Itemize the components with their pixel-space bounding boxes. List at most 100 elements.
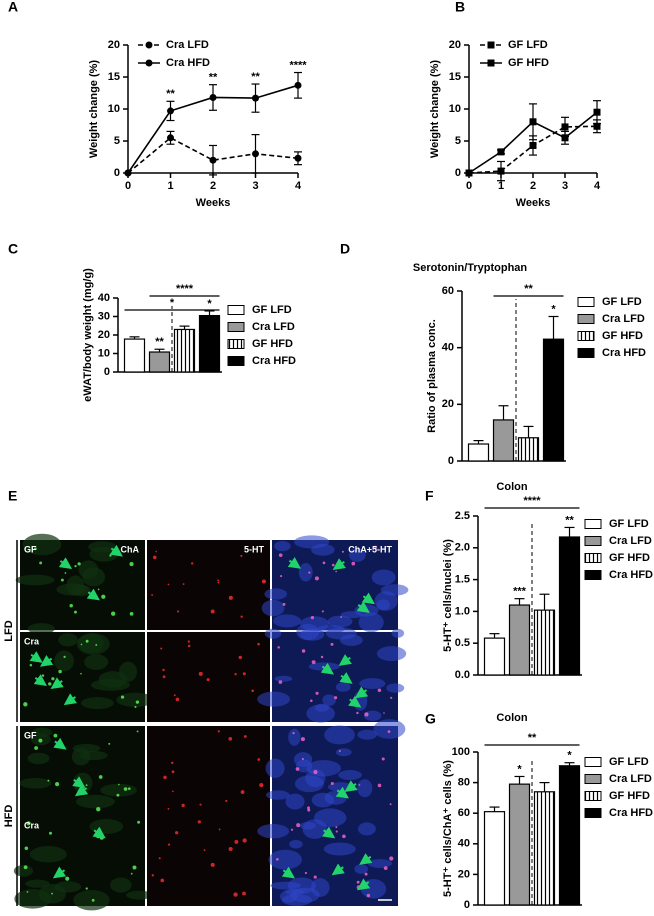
point xyxy=(561,123,569,131)
point xyxy=(593,122,601,130)
tissue xyxy=(311,878,330,897)
bar xyxy=(483,637,506,676)
cell-dot xyxy=(314,576,319,581)
tissue xyxy=(311,792,334,808)
bar xyxy=(492,419,515,462)
error-bar xyxy=(514,775,525,785)
cell-dot xyxy=(340,616,343,618)
y-tick-label: 10 xyxy=(449,103,461,115)
legend-swatch xyxy=(577,297,595,307)
tissue xyxy=(323,842,356,856)
micrograph xyxy=(272,632,398,722)
bracket-label: ** xyxy=(528,732,537,744)
error-bar xyxy=(539,593,550,611)
arrow xyxy=(331,863,345,876)
tissue xyxy=(288,728,301,746)
tissue xyxy=(338,770,362,780)
cell-dot xyxy=(167,843,171,846)
cell-dot xyxy=(162,675,166,679)
cell-dot xyxy=(243,735,247,738)
arrow xyxy=(92,826,106,839)
tissue xyxy=(54,650,74,672)
cell-dot xyxy=(74,610,77,614)
legend-label: Cra HFD xyxy=(602,347,646,359)
cell-dot xyxy=(307,806,310,810)
y-axis-label: 5-HT⁺ cells/ChA⁺ cells (%) xyxy=(442,760,454,897)
tissue xyxy=(13,865,34,877)
cell-dot xyxy=(276,858,279,861)
cell-dot xyxy=(39,561,43,565)
cell-dot xyxy=(210,609,215,614)
error-bar xyxy=(523,425,534,438)
x-axis-label: Weeks xyxy=(516,197,551,209)
cell-dot xyxy=(240,615,243,618)
cell-dot xyxy=(171,761,174,765)
legend-label: Cra LFD xyxy=(609,535,652,547)
arrow xyxy=(361,592,375,605)
significance: ** xyxy=(166,88,175,100)
cell-dot xyxy=(292,732,295,735)
bracket-label: **** xyxy=(523,495,541,507)
legend-swatch xyxy=(227,356,245,366)
tissue xyxy=(324,725,355,745)
cell-dot xyxy=(290,828,294,831)
y-tick-label: 1.0 xyxy=(455,605,470,617)
cell-dot xyxy=(134,705,137,708)
bar xyxy=(542,338,565,462)
tissue xyxy=(335,682,351,692)
chart-panel: C 0 10 20 30 40 eWAT/body weight (mg/g) GF LFD C… xyxy=(8,241,296,402)
tissue xyxy=(348,548,366,562)
cell-dot xyxy=(301,649,306,653)
cell-dot xyxy=(97,588,100,591)
tissue xyxy=(32,727,53,738)
arrow xyxy=(356,601,370,614)
tissue xyxy=(110,877,132,893)
panel-letter: E xyxy=(8,488,17,504)
cell-dot xyxy=(130,872,133,875)
cell-dot xyxy=(85,639,89,643)
cell-dot xyxy=(295,767,300,771)
cell-dot xyxy=(152,555,157,560)
cell-dot xyxy=(23,865,28,870)
bar xyxy=(558,765,581,906)
arrow xyxy=(86,588,100,601)
cell-dot xyxy=(364,712,369,717)
cell-dot xyxy=(53,733,58,738)
y-tick-label: 0 xyxy=(104,366,110,378)
tissue xyxy=(257,691,291,707)
cell-dot xyxy=(218,828,221,831)
cell-dot xyxy=(118,783,120,786)
cell-dot xyxy=(98,775,103,779)
point xyxy=(529,141,537,149)
y-axis-label: 5-HT⁺ cells/nuclei (%) xyxy=(442,539,454,652)
cell-dot xyxy=(315,691,319,695)
cell-dot xyxy=(217,730,220,733)
point xyxy=(294,81,302,89)
tissue xyxy=(380,584,409,596)
chart-panel: D Serotonin/Tryptophan 0 20 40 60 Ratio of pla… xyxy=(340,241,646,467)
legend-swatch xyxy=(584,570,602,580)
cell-dot xyxy=(101,594,106,599)
error-bar xyxy=(564,526,575,537)
cell-dot xyxy=(163,775,167,780)
cell-dot xyxy=(48,831,53,835)
cell-dot xyxy=(51,677,55,681)
tissue xyxy=(371,569,396,586)
tissue xyxy=(376,646,407,662)
cell-dot xyxy=(151,874,154,877)
point xyxy=(252,94,259,102)
arrow xyxy=(39,654,54,667)
cell-dot xyxy=(187,644,191,648)
cell-dot xyxy=(181,803,185,808)
cell-dot xyxy=(331,563,335,567)
y-tick-label: 40 xyxy=(98,292,110,304)
arrow xyxy=(332,558,346,570)
column-label: ChA xyxy=(121,544,140,554)
chart-title: Colon xyxy=(496,481,527,493)
point xyxy=(294,154,302,162)
cell-dot xyxy=(278,680,283,684)
bar xyxy=(508,783,531,906)
arrow xyxy=(338,654,352,666)
point xyxy=(124,169,132,177)
